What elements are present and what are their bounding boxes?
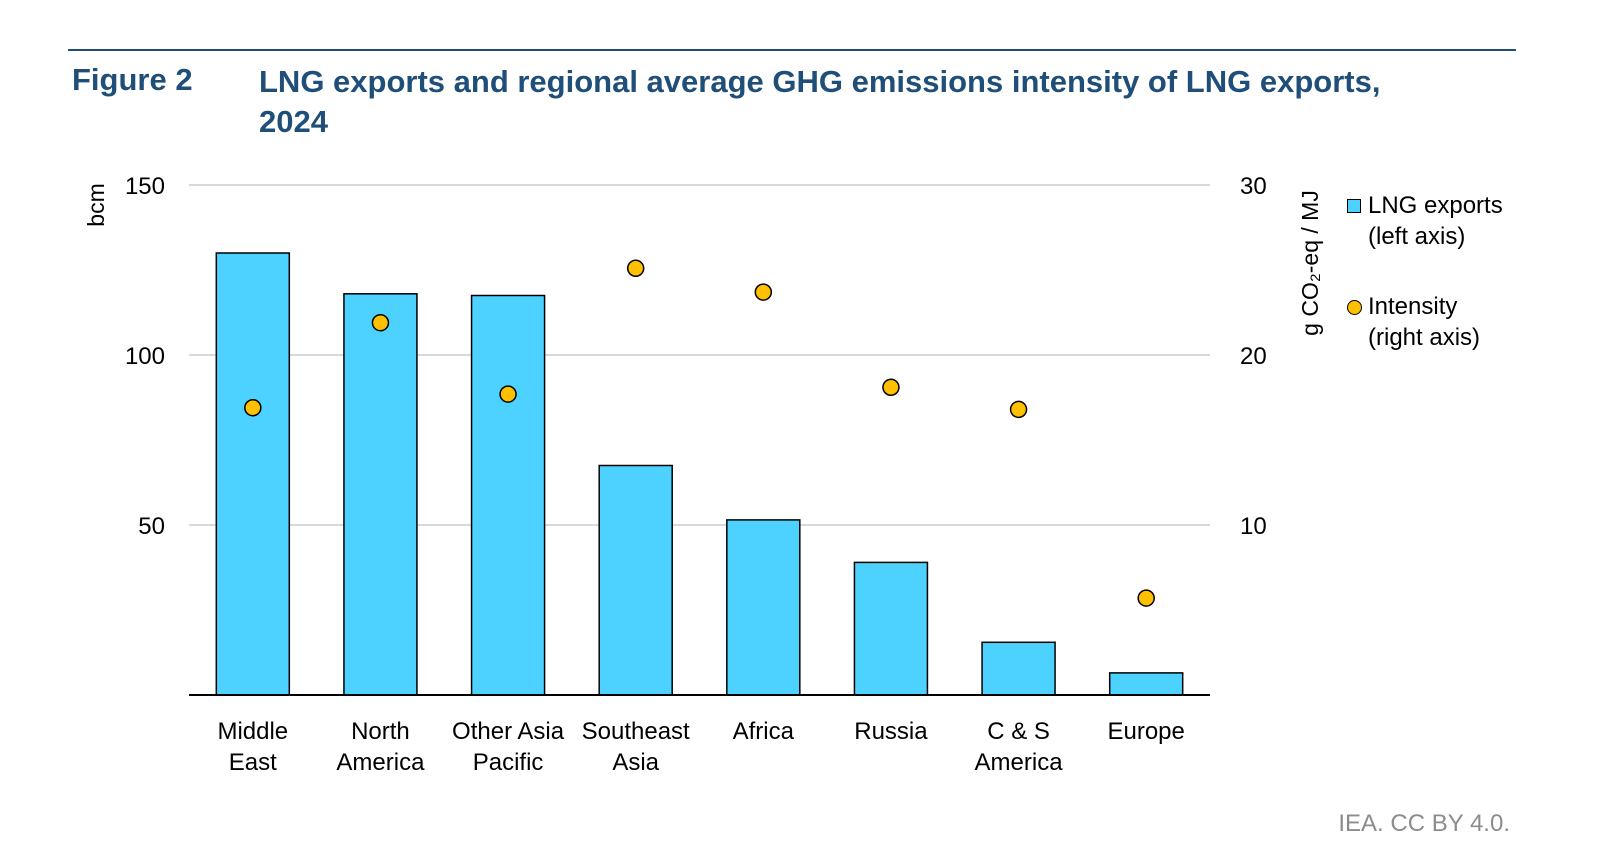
top-rule [68, 49, 1516, 51]
x-tick-label: Asia [612, 749, 659, 776]
intensity-point [244, 398, 262, 417]
y-right-tick-label: 10 [1240, 513, 1267, 540]
legend-marker-intensity [1347, 300, 1362, 315]
bar [726, 519, 801, 696]
figure-label: Figure 2 [72, 62, 193, 97]
bar [981, 641, 1056, 696]
intensity-point [1009, 400, 1028, 419]
bar [853, 561, 929, 696]
x-tick-label: Middle [217, 718, 288, 745]
intensity-point [499, 385, 517, 403]
x-tick-label: Africa [733, 718, 795, 745]
legend-label-intensity: Intensity (right axis) [1368, 293, 1481, 351]
intensity-point [1137, 589, 1155, 607]
y-left-tick-label: 100 [125, 343, 165, 370]
x-tick-label: America [336, 749, 425, 776]
legend: LNG exports (left axis) Intensity (right… [1345, 190, 1503, 392]
intensity-point [754, 283, 773, 301]
bar [343, 293, 418, 696]
x-tick-label: C & S [987, 718, 1050, 745]
bar [215, 252, 291, 696]
legend-label-exports: LNG exports (left axis) [1368, 192, 1503, 250]
x-tick-label: Other Asia [452, 718, 565, 745]
y-left-axis-label: bcm [83, 183, 109, 226]
x-tick-label: Russia [854, 718, 928, 745]
bar [470, 294, 546, 696]
x-tick-label: America [975, 749, 1064, 776]
x-tick-label: Southeast [582, 718, 690, 745]
x-tick-label: Pacific [473, 749, 544, 776]
figure-title: LNG exports and regional average GHG emi… [259, 64, 1381, 139]
y-right-axis-label: g CO₂-eq / MJ [1297, 190, 1323, 336]
legend-item-exports: LNG exports (left axis) [1345, 190, 1503, 252]
intensity-point [371, 313, 390, 332]
y-right-tick-label: 30 [1240, 173, 1267, 200]
x-tick-label: North [351, 718, 410, 745]
bar [1108, 672, 1184, 696]
x-tick-label: Europe [1107, 718, 1184, 745]
legend-item-intensity: Intensity (right axis) [1345, 291, 1503, 353]
y-left-tick-label: 150 [125, 173, 165, 200]
bar [598, 464, 673, 696]
intensity-point [882, 378, 900, 397]
y-right-tick-label: 20 [1240, 343, 1267, 370]
x-tick-label: East [229, 749, 277, 776]
legend-swatch-exports [1347, 199, 1361, 213]
credit: IEA. CC BY 4.0. [1338, 810, 1510, 837]
y-left-tick-label: 50 [138, 513, 165, 540]
intensity-point [626, 259, 645, 278]
